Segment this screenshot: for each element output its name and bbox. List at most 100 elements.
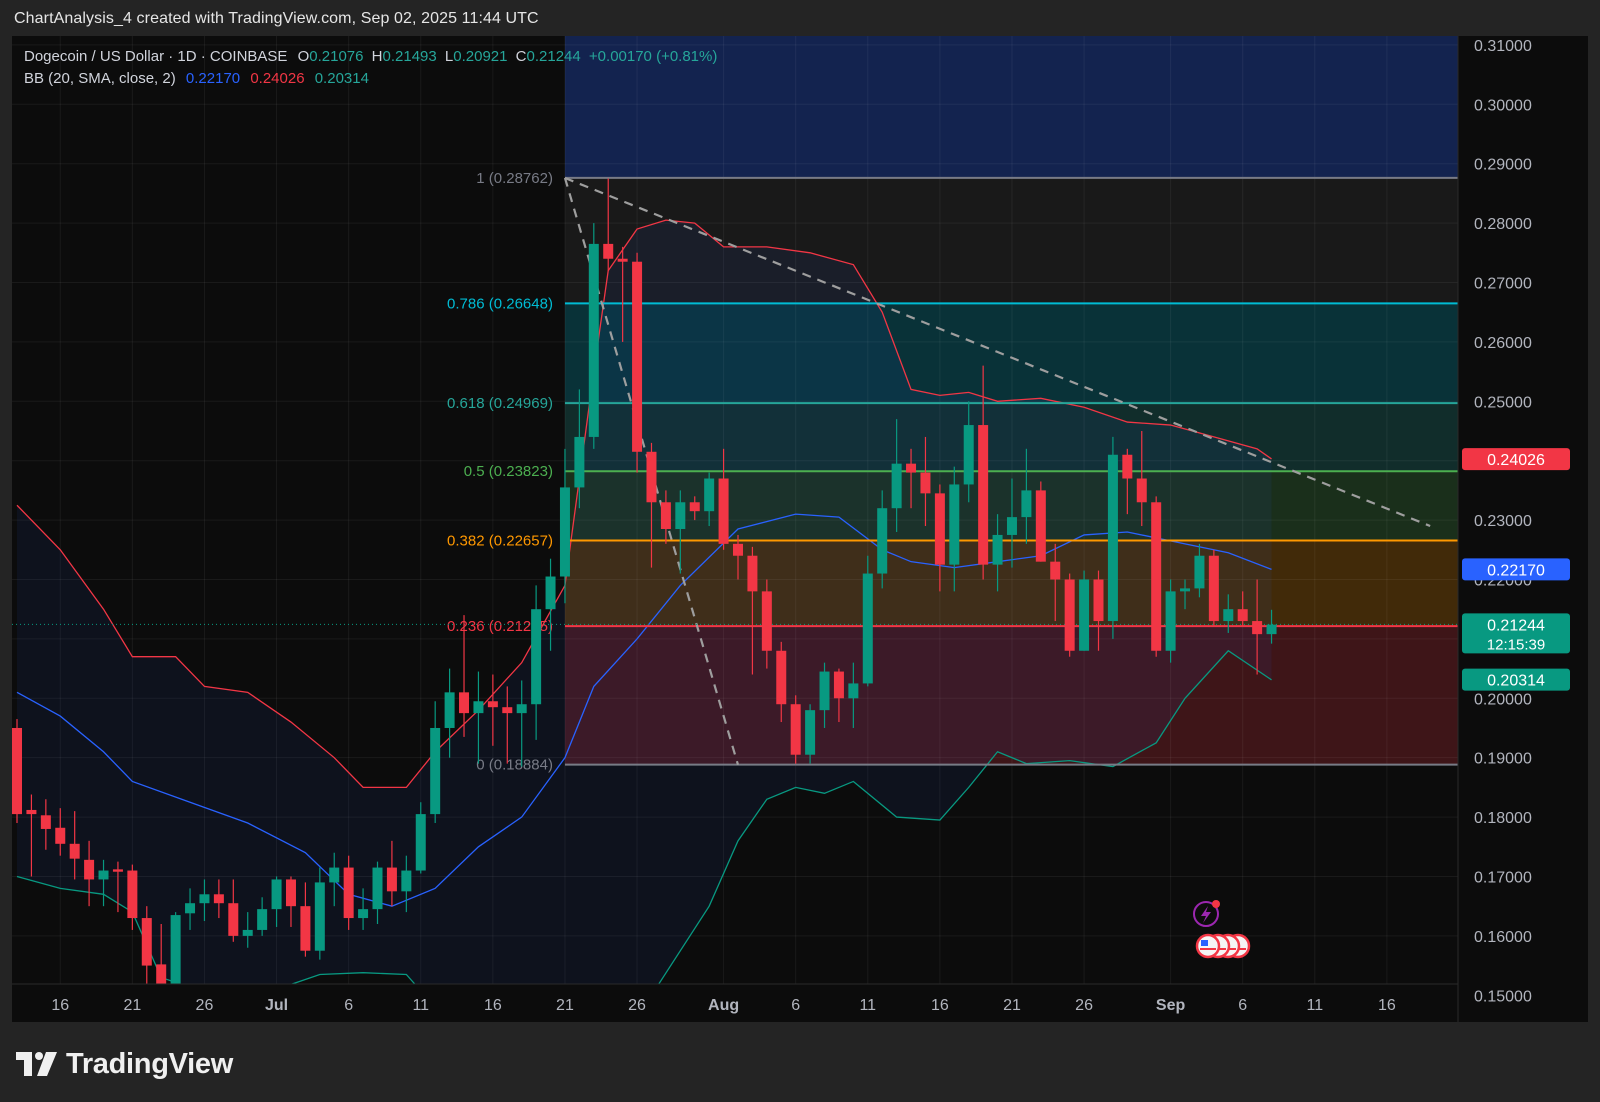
candle[interactable] (790, 695, 801, 764)
candle[interactable] (934, 484, 945, 592)
candle[interactable] (1122, 448, 1133, 515)
candle[interactable] (531, 585, 542, 740)
candle[interactable] (545, 558, 556, 651)
candle[interactable] (660, 490, 671, 544)
candle[interactable] (559, 448, 570, 604)
candle[interactable] (141, 906, 152, 996)
candle[interactable] (877, 490, 888, 589)
candle[interactable] (1180, 579, 1191, 610)
candle[interactable] (257, 897, 268, 936)
candle[interactable] (84, 840, 95, 907)
candle[interactable] (1151, 496, 1162, 657)
candle[interactable] (459, 615, 470, 737)
candle[interactable] (1093, 570, 1104, 651)
candle[interactable] (920, 436, 931, 527)
bb-basis-tag-value: 0.22170 (1487, 562, 1545, 579)
candle[interactable] (228, 879, 239, 942)
legend-symbol[interactable]: Dogecoin / US Dollar · 1D · COINBASE (24, 48, 288, 65)
candle[interactable] (1107, 436, 1118, 639)
candle[interactable] (170, 912, 181, 996)
candle[interactable] (487, 674, 498, 746)
trendline-0[interactable] (564, 176, 1431, 528)
candle[interactable] (978, 365, 989, 580)
flash-icon[interactable] (1193, 901, 1219, 927)
candle-body (84, 859, 95, 880)
candle[interactable] (718, 448, 729, 550)
candle[interactable] (646, 442, 657, 568)
candle-body (1223, 609, 1234, 622)
candle[interactable] (271, 876, 282, 927)
candle[interactable] (112, 861, 123, 913)
candle[interactable] (285, 876, 296, 927)
candle[interactable] (1136, 430, 1147, 527)
candle-body (689, 502, 700, 512)
candle[interactable] (314, 867, 325, 960)
candle[interactable] (300, 882, 311, 957)
candle[interactable] (675, 490, 686, 574)
candle[interactable] (819, 662, 830, 728)
candle[interactable] (1079, 570, 1090, 651)
candle[interactable] (401, 855, 412, 913)
candle[interactable] (502, 686, 513, 764)
candle[interactable] (12, 719, 22, 824)
candle[interactable] (805, 704, 816, 764)
candle[interactable] (949, 466, 960, 592)
candle[interactable] (343, 855, 354, 930)
candle[interactable] (617, 246, 628, 342)
legend-bb-row[interactable]: BB (20, SMA, close, 2) 0.22170 0.24026 0… (24, 70, 369, 87)
candle[interactable] (415, 802, 426, 874)
candle[interactable] (848, 662, 859, 728)
candle[interactable] (1208, 549, 1219, 628)
candle[interactable] (906, 448, 917, 509)
candle[interactable] (69, 811, 80, 880)
candle[interactable] (891, 419, 902, 532)
candle[interactable] (1035, 481, 1046, 562)
candle[interactable] (127, 864, 138, 930)
candle[interactable] (1021, 448, 1032, 544)
candle[interactable] (761, 579, 772, 669)
candle[interactable] (1237, 591, 1248, 628)
candle[interactable] (430, 701, 441, 824)
candle[interactable] (213, 879, 224, 919)
candle[interactable] (1165, 579, 1176, 663)
legend-symbol-row[interactable]: Dogecoin / US Dollar · 1D · COINBASE O0.… (24, 48, 717, 65)
candle[interactable] (704, 472, 715, 527)
candle[interactable] (55, 808, 66, 856)
candle[interactable] (98, 859, 109, 907)
tradingview-logo[interactable]: TradingView (16, 1046, 233, 1082)
candle[interactable] (833, 668, 844, 723)
candle[interactable] (1223, 594, 1234, 633)
candle[interactable] (603, 178, 614, 271)
candle[interactable] (1006, 478, 1017, 568)
candle[interactable] (862, 555, 873, 687)
candle[interactable] (992, 514, 1003, 592)
candle[interactable] (1266, 609, 1277, 644)
candle[interactable] (358, 888, 369, 930)
price-chart[interactable]: 1 (0.28762) 0.786 (0.26648) 0.618 (0.24969… (12, 36, 1588, 1022)
candle[interactable] (574, 389, 585, 509)
candle[interactable] (372, 861, 383, 924)
candle[interactable] (444, 668, 455, 758)
candle[interactable] (1064, 573, 1075, 657)
candle[interactable] (516, 680, 527, 767)
candle[interactable] (473, 671, 484, 764)
candle[interactable] (776, 641, 787, 723)
legend-bb-label[interactable]: BB (20, SMA, close, 2) (24, 70, 176, 87)
candle[interactable] (329, 852, 340, 907)
candle[interactable] (963, 401, 974, 503)
candle[interactable] (689, 496, 700, 521)
candle[interactable] (747, 546, 758, 675)
candle[interactable] (733, 534, 743, 580)
candle[interactable] (588, 223, 599, 449)
candle[interactable] (26, 794, 37, 877)
chart-pane[interactable]: 1 (0.28762) 0.786 (0.26648) 0.618 (0.24969… (12, 36, 1588, 1022)
candle[interactable] (185, 888, 196, 930)
candle[interactable] (632, 252, 643, 473)
candle[interactable] (199, 879, 210, 922)
candle[interactable] (40, 799, 51, 850)
candle[interactable] (1252, 579, 1263, 675)
candle[interactable] (386, 840, 397, 907)
candle[interactable] (1194, 543, 1205, 598)
candle[interactable] (1050, 543, 1061, 622)
candle[interactable] (242, 912, 253, 948)
